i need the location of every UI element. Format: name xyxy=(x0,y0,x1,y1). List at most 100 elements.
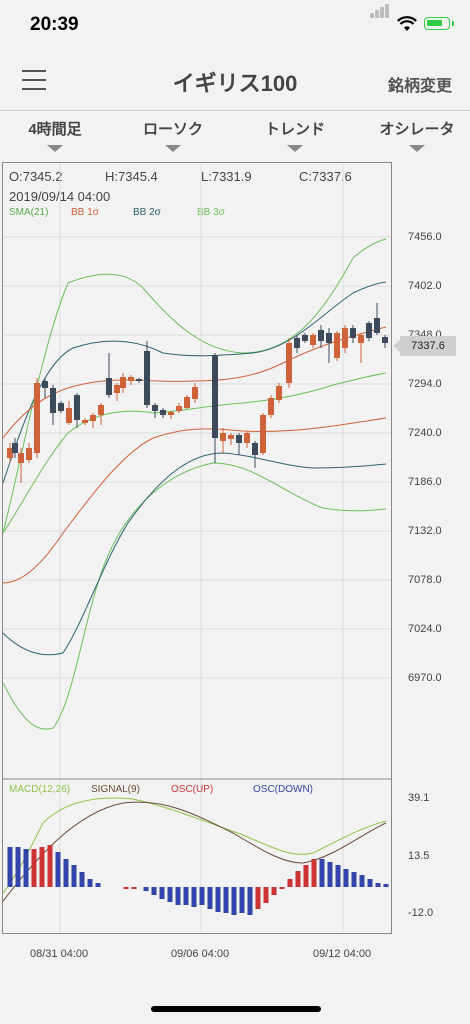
home-indicator[interactable] xyxy=(151,1006,321,1012)
time-tick: 09/06 04:00 xyxy=(171,948,230,960)
macd-bar xyxy=(247,887,253,915)
candle-body xyxy=(120,377,126,388)
candle-body xyxy=(18,453,24,463)
macd-bar xyxy=(287,879,293,887)
candle-body xyxy=(74,395,80,420)
macd-tick: 13.5 xyxy=(408,850,430,862)
price-tick: 7456.0 xyxy=(408,231,442,243)
candle-body xyxy=(358,335,364,343)
candle-body xyxy=(82,420,88,423)
macd-bar xyxy=(351,872,357,887)
candle-body xyxy=(286,343,292,383)
macd-histogram xyxy=(7,845,389,915)
macd-bar xyxy=(343,869,349,887)
macd-bar xyxy=(39,847,45,887)
candle-body xyxy=(50,388,56,413)
macd-bar xyxy=(123,887,129,889)
candle-body xyxy=(382,337,388,343)
candle-body xyxy=(144,351,150,405)
chart-type-dropdown[interactable]: ローソク xyxy=(118,118,228,152)
time-tick: 08/31 04:00 xyxy=(30,948,89,960)
candle-body xyxy=(152,405,158,411)
candle-body xyxy=(136,379,142,381)
timeframe-dropdown[interactable]: 4時間足 xyxy=(0,118,110,152)
legend-signal: SIGNAL(9) xyxy=(91,784,140,795)
candle-body xyxy=(26,448,32,460)
candle-body xyxy=(374,318,380,333)
macd-bar xyxy=(279,887,285,889)
candle-body xyxy=(236,435,242,443)
price-tick: 7402.0 xyxy=(408,280,442,292)
candle-body xyxy=(192,387,198,399)
macd-bar xyxy=(95,883,101,887)
chart-canvas xyxy=(3,163,391,933)
candle-body xyxy=(98,405,104,415)
legend-macd: MACD(12,26) xyxy=(9,784,71,795)
macd-bar xyxy=(223,887,229,913)
macd-bar xyxy=(263,887,269,903)
candle-body xyxy=(228,435,234,439)
candle-body xyxy=(334,333,340,358)
price-tick: 7240.0 xyxy=(408,427,442,439)
candle-body xyxy=(326,333,332,343)
macd-bar xyxy=(23,849,29,887)
clock: 20:39 xyxy=(30,14,79,35)
battery-icon xyxy=(424,17,454,30)
macd-bar xyxy=(47,845,53,887)
macd-bar xyxy=(167,887,173,902)
candle-body xyxy=(318,330,324,341)
macd-bar xyxy=(311,859,317,887)
macd-bar xyxy=(71,865,77,887)
price-tick: 7078.0 xyxy=(408,574,442,586)
macd-bar xyxy=(63,859,69,887)
chevron-down-icon xyxy=(409,145,425,152)
legend-bb3: BB 3σ xyxy=(197,207,225,218)
candle-body xyxy=(220,433,226,441)
macd-bar xyxy=(303,865,309,887)
macd-bar xyxy=(183,887,189,905)
macd-bar xyxy=(175,887,181,905)
macd-bar xyxy=(335,865,341,887)
candle-body xyxy=(366,323,372,338)
macd-tick: -12.0 xyxy=(408,907,434,919)
price-chart[interactable]: O:7345.2 H:7345.4 L:7331.9 C:7337.6 2019… xyxy=(2,162,392,934)
candlestick-series xyxy=(7,303,388,483)
low-value: L:7331.9 xyxy=(201,169,252,184)
candle-body xyxy=(310,335,316,345)
macd-bar xyxy=(79,872,85,887)
candle-body xyxy=(184,397,190,408)
candle-body xyxy=(276,386,282,400)
open-value: O:7345.2 xyxy=(9,169,63,184)
macd-bar xyxy=(231,887,237,915)
legend-bb2: BB 2σ xyxy=(133,207,161,218)
candle-body xyxy=(106,378,112,395)
candle-body xyxy=(302,335,308,341)
macd-bar xyxy=(131,887,137,889)
legend-osc-up: OSC(UP) xyxy=(171,784,214,795)
macd-bar xyxy=(359,875,365,887)
legend-sma: SMA(21) xyxy=(9,207,49,218)
trend-dropdown[interactable]: トレンド xyxy=(240,118,350,152)
high-value: H:7345.4 xyxy=(105,169,158,184)
macd-bar xyxy=(159,887,165,899)
candle-body xyxy=(7,448,13,458)
macd-bar xyxy=(15,847,21,887)
macd-bar xyxy=(207,887,213,909)
price-tick: 7024.0 xyxy=(408,623,442,635)
macd-bar xyxy=(375,883,381,887)
hamburger-menu-icon[interactable] xyxy=(22,70,46,90)
legend-bb1: BB 1σ xyxy=(71,207,99,218)
time-tick: 09/12 04:00 xyxy=(313,948,372,960)
price-tick: 7186.0 xyxy=(408,476,442,488)
change-symbol-button[interactable]: 銘柄変更 xyxy=(387,78,452,95)
price-axis: 7456.0 7402.0 7348.0 7294.0 7240.0 7186.… xyxy=(392,162,470,934)
current-price-label: 7337.6 xyxy=(393,336,456,356)
macd-bar xyxy=(367,879,373,887)
page-title: イギリス100 xyxy=(172,71,298,96)
candle-body xyxy=(58,403,64,411)
candle-body xyxy=(260,415,266,453)
macd-tick: 39.1 xyxy=(408,792,430,804)
price-tick: 6970.0 xyxy=(408,672,442,684)
oscillator-dropdown[interactable]: オシレータ xyxy=(362,118,470,152)
macd-bar xyxy=(239,887,245,913)
